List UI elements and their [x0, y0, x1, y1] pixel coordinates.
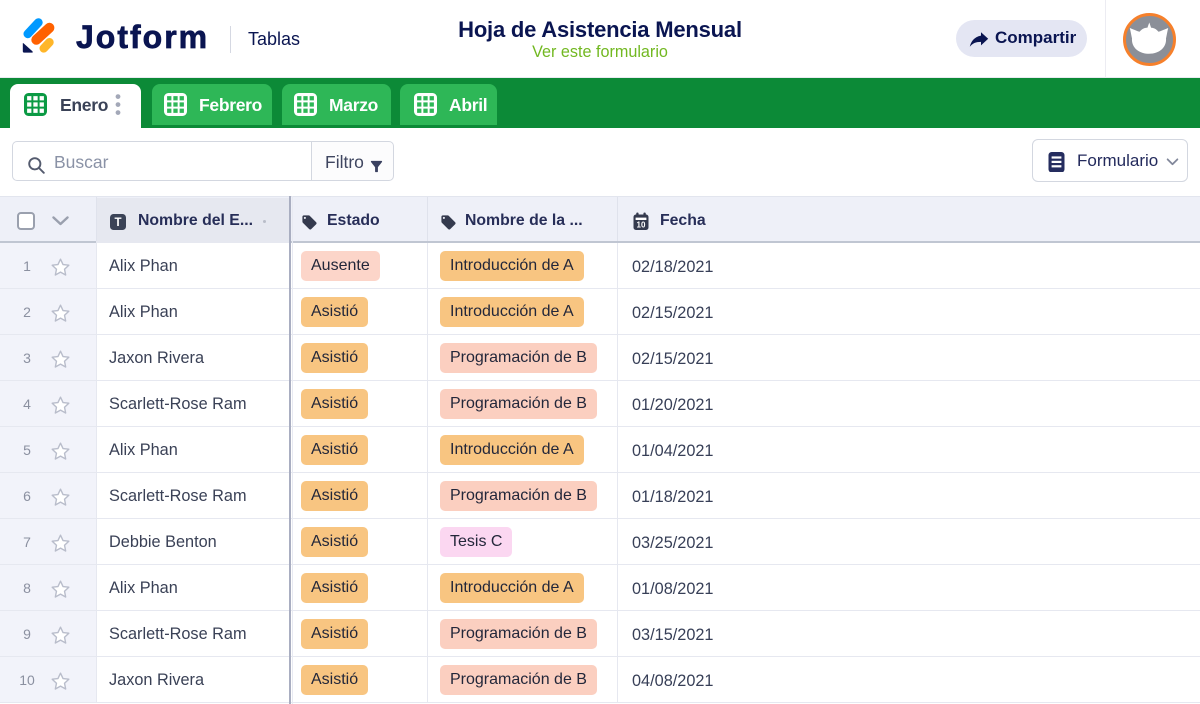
svg-text:10: 10: [637, 221, 646, 230]
svg-text:T: T: [114, 217, 121, 229]
